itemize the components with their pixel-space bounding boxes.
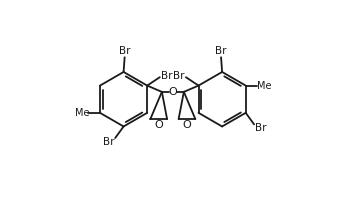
Text: Br: Br — [215, 46, 226, 55]
Text: Br: Br — [255, 123, 267, 133]
Text: Br: Br — [102, 137, 114, 147]
Text: Me: Me — [257, 81, 271, 91]
Text: O: O — [154, 120, 163, 130]
Text: O: O — [169, 87, 177, 97]
Text: Br: Br — [173, 71, 184, 81]
Text: Br: Br — [161, 71, 173, 81]
Text: Me: Me — [75, 108, 89, 118]
Text: O: O — [183, 120, 191, 130]
Text: Br: Br — [119, 46, 131, 55]
